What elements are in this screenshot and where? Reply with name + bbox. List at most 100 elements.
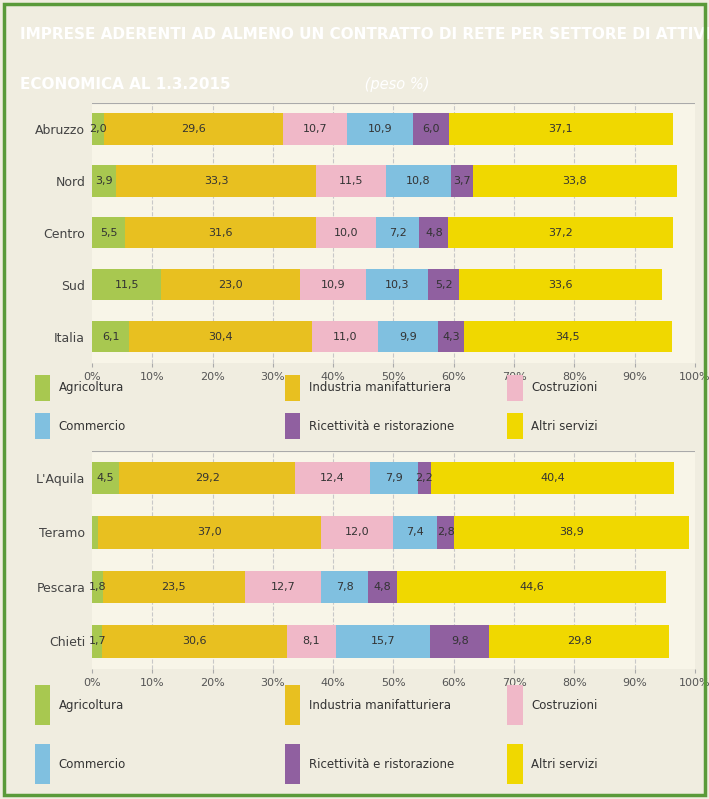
Bar bbox=[312, 321, 379, 352]
Text: 12,0: 12,0 bbox=[345, 527, 369, 538]
Text: ECONOMICA AL 1.3.2015: ECONOMICA AL 1.3.2015 bbox=[20, 77, 230, 92]
Bar bbox=[437, 516, 454, 549]
Text: 4,3: 4,3 bbox=[442, 332, 460, 342]
Bar bbox=[92, 462, 119, 495]
Bar bbox=[35, 413, 50, 439]
Text: 10,3: 10,3 bbox=[384, 280, 409, 290]
Bar bbox=[508, 745, 523, 784]
Bar bbox=[285, 375, 301, 400]
Text: 40,4: 40,4 bbox=[540, 473, 565, 483]
Text: 5,2: 5,2 bbox=[435, 280, 452, 290]
Text: Ricettività e ristorazione: Ricettività e ristorazione bbox=[308, 757, 454, 771]
Text: 30,4: 30,4 bbox=[208, 332, 233, 342]
Text: 30,6: 30,6 bbox=[182, 637, 207, 646]
Text: 3,7: 3,7 bbox=[453, 176, 471, 186]
Text: Ricettività e ristorazione: Ricettività e ristorazione bbox=[308, 419, 454, 433]
Text: 4,8: 4,8 bbox=[374, 582, 391, 592]
Text: 1,7: 1,7 bbox=[89, 637, 106, 646]
Text: 10,0: 10,0 bbox=[334, 228, 358, 238]
Text: Commercio: Commercio bbox=[59, 419, 125, 433]
Text: Industria manifatturiera: Industria manifatturiera bbox=[308, 381, 451, 394]
Bar bbox=[285, 686, 301, 725]
Bar bbox=[428, 269, 459, 300]
Bar bbox=[418, 462, 431, 495]
Bar bbox=[316, 217, 376, 248]
Bar bbox=[125, 217, 316, 248]
Text: 7,9: 7,9 bbox=[385, 473, 403, 483]
Text: 11,5: 11,5 bbox=[339, 176, 363, 186]
Bar bbox=[92, 570, 103, 603]
Bar bbox=[420, 217, 448, 248]
Bar bbox=[300, 269, 366, 300]
Bar bbox=[320, 516, 393, 549]
Text: 33,8: 33,8 bbox=[562, 176, 587, 186]
Text: Altri servizi: Altri servizi bbox=[531, 419, 598, 433]
Text: 9,8: 9,8 bbox=[451, 637, 469, 646]
Bar bbox=[102, 625, 287, 658]
Text: 2,2: 2,2 bbox=[415, 473, 433, 483]
Bar bbox=[347, 113, 413, 145]
Text: 3,9: 3,9 bbox=[95, 176, 113, 186]
Bar bbox=[35, 745, 50, 784]
Bar bbox=[92, 321, 129, 352]
Bar bbox=[104, 113, 283, 145]
Text: 5,5: 5,5 bbox=[100, 228, 118, 238]
Bar bbox=[449, 113, 673, 145]
Bar bbox=[283, 113, 347, 145]
Bar bbox=[285, 745, 301, 784]
Text: 10,9: 10,9 bbox=[320, 280, 345, 290]
Text: 31,6: 31,6 bbox=[208, 228, 233, 238]
Bar bbox=[287, 625, 335, 658]
Bar bbox=[116, 165, 316, 197]
Text: 10,9: 10,9 bbox=[368, 124, 392, 134]
Text: 4,5: 4,5 bbox=[97, 473, 115, 483]
Bar bbox=[285, 413, 301, 439]
Bar bbox=[103, 570, 245, 603]
Bar bbox=[370, 462, 418, 495]
Bar bbox=[459, 269, 661, 300]
Bar bbox=[451, 165, 473, 197]
Bar bbox=[430, 625, 489, 658]
Text: Industria manifatturiera: Industria manifatturiera bbox=[308, 699, 451, 712]
Bar bbox=[129, 321, 312, 352]
Text: 2,8: 2,8 bbox=[437, 527, 454, 538]
Bar bbox=[335, 625, 430, 658]
Text: Agricoltura: Agricoltura bbox=[59, 381, 124, 394]
Text: 6,0: 6,0 bbox=[422, 124, 440, 134]
Text: 37,0: 37,0 bbox=[197, 527, 221, 538]
Bar bbox=[489, 625, 669, 658]
Text: 44,6: 44,6 bbox=[519, 582, 544, 592]
Text: 2,0: 2,0 bbox=[89, 124, 107, 134]
Bar bbox=[35, 375, 50, 400]
Text: Altri servizi: Altri servizi bbox=[531, 757, 598, 771]
Bar bbox=[92, 217, 125, 248]
Bar bbox=[295, 462, 370, 495]
Bar bbox=[368, 570, 397, 603]
Bar bbox=[508, 375, 523, 400]
Bar bbox=[162, 269, 300, 300]
Bar bbox=[448, 217, 673, 248]
Bar bbox=[316, 165, 386, 197]
Bar bbox=[508, 413, 523, 439]
Text: 12,7: 12,7 bbox=[271, 582, 295, 592]
Text: 6,1: 6,1 bbox=[102, 332, 119, 342]
Text: 8,1: 8,1 bbox=[303, 637, 320, 646]
Text: 15,7: 15,7 bbox=[371, 637, 395, 646]
Bar bbox=[508, 686, 523, 725]
Text: 23,0: 23,0 bbox=[218, 280, 243, 290]
Text: 37,1: 37,1 bbox=[549, 124, 573, 134]
Bar bbox=[245, 570, 321, 603]
Bar bbox=[393, 516, 437, 549]
Text: Agricoltura: Agricoltura bbox=[59, 699, 124, 712]
Bar bbox=[92, 165, 116, 197]
Text: 7,4: 7,4 bbox=[406, 527, 424, 538]
Bar bbox=[92, 113, 104, 145]
Bar bbox=[98, 516, 320, 549]
Bar bbox=[473, 165, 676, 197]
Bar bbox=[92, 516, 98, 549]
Bar bbox=[366, 269, 428, 300]
Text: 29,8: 29,8 bbox=[566, 637, 591, 646]
Text: 4,8: 4,8 bbox=[425, 228, 442, 238]
Text: 33,6: 33,6 bbox=[548, 280, 573, 290]
Text: 7,8: 7,8 bbox=[336, 582, 354, 592]
